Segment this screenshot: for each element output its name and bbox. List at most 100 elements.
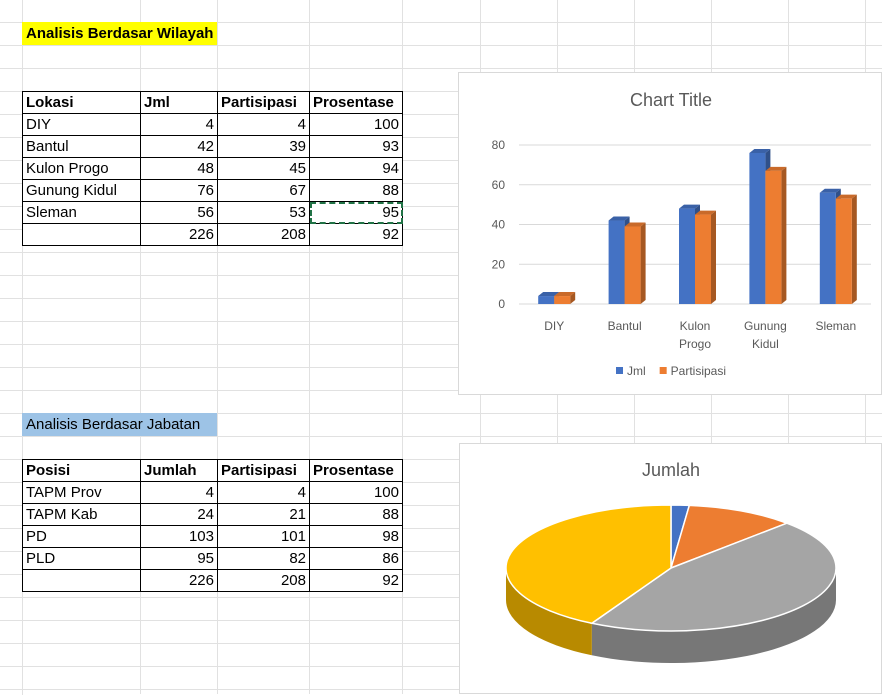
column-line: [217, 0, 218, 694]
cell[interactable]: Sleman: [22, 201, 141, 224]
cell[interactable]: 4: [140, 113, 218, 136]
cell[interactable]: 226: [140, 223, 218, 246]
cell[interactable]: 92: [309, 569, 403, 592]
data-row: DIY 4 4 100: [22, 113, 403, 136]
bar: [679, 208, 695, 304]
bar: [835, 198, 852, 304]
cell[interactable]: 88: [309, 503, 403, 526]
bar-side: [640, 222, 646, 304]
cell[interactable]: TAPM Prov: [22, 481, 141, 504]
cell[interactable]: 39: [217, 135, 310, 158]
cell[interactable]: 4: [140, 481, 218, 504]
header-cell[interactable]: Jumlah: [140, 459, 218, 482]
legend-swatch: [659, 367, 667, 374]
data-table: Posisi Jumlah Partisipasi Prosentase TAPM Pr…: [22, 459, 403, 592]
column-line: [140, 0, 141, 694]
cell[interactable]: 76: [140, 179, 218, 202]
bar-top: [538, 292, 560, 297]
cell[interactable]: 24: [140, 503, 218, 526]
cell[interactable]: Gunung Kidul: [22, 179, 141, 202]
header-cell[interactable]: Partisipasi: [217, 91, 310, 114]
cell[interactable]: PLD: [22, 547, 141, 570]
cell[interactable]: 208: [217, 223, 310, 246]
cell[interactable]: 56: [140, 201, 218, 224]
cell[interactable]: PD: [22, 525, 141, 548]
cell[interactable]: 45: [217, 157, 310, 180]
bar: [624, 226, 641, 304]
header-cell[interactable]: Jml: [140, 91, 218, 114]
data-row: Bantul 42 39 93: [22, 135, 403, 158]
cell[interactable]: 93: [309, 135, 403, 158]
cell[interactable]: 86: [309, 547, 403, 570]
data-row: PD 103 101 98: [22, 525, 403, 548]
bar-top: [835, 194, 857, 199]
bar: [819, 192, 836, 304]
header-cell[interactable]: Prosentase: [309, 91, 403, 114]
chart-title: Jumlah: [642, 460, 700, 480]
cell[interactable]: [22, 569, 141, 592]
cell[interactable]: Bantul: [22, 135, 141, 158]
data-row: Sleman 56 53 95: [22, 201, 403, 224]
y-tick-label: 0: [498, 297, 505, 311]
bar-top: [679, 204, 700, 209]
data-row: TAPM Prov 4 4 100: [22, 481, 403, 504]
header-cell[interactable]: Partisipasi: [217, 459, 310, 482]
bar: [695, 214, 711, 304]
cell[interactable]: [22, 223, 141, 246]
cell[interactable]: 95: [309, 201, 403, 224]
cell[interactable]: 92: [309, 223, 403, 246]
bar-top: [765, 166, 787, 171]
bar-top: [749, 148, 771, 153]
cell[interactable]: 100: [309, 113, 403, 136]
bar-side: [851, 194, 857, 304]
cell[interactable]: 4: [217, 481, 310, 504]
chart-title: Chart Title: [630, 90, 712, 110]
cell[interactable]: 48: [140, 157, 218, 180]
cell[interactable]: 95: [140, 547, 218, 570]
cell[interactable]: 67: [217, 179, 310, 202]
cell[interactable]: 53: [217, 201, 310, 224]
legend-label: Jml: [627, 364, 646, 378]
column-line: [402, 0, 403, 694]
bar-top: [608, 216, 630, 221]
chart-area[interactable]: Jumlah: [459, 443, 882, 694]
data-table: Lokasi Jml Partisipasi Prosentase DIY 4 4 100 Ba…: [22, 91, 403, 246]
chart-area[interactable]: Chart Title 0 20 40 60 80 DIY Bantul Kulon Progo G…: [458, 72, 882, 395]
data-row: Kulon Progo 48 45 94: [22, 157, 403, 180]
cell[interactable]: 98: [309, 525, 403, 548]
cell[interactable]: TAPM Kab: [22, 503, 141, 526]
pie-side: [506, 568, 592, 656]
cell[interactable]: DIY: [22, 113, 141, 136]
bar-top: [695, 210, 716, 215]
section-title[interactable]: Analisis Berdasar Jabatan: [22, 413, 217, 436]
cell[interactable]: 103: [140, 525, 218, 548]
pie-slice: [589, 522, 837, 632]
bar: [554, 296, 571, 304]
header-cell[interactable]: Posisi: [22, 459, 141, 482]
bar-chart: Chart Title 0 20 40 60 80 DIY Bantul Kulon Progo G…: [492, 90, 871, 378]
cell[interactable]: 208: [217, 569, 310, 592]
header-cell[interactable]: Prosentase: [309, 459, 403, 482]
cell[interactable]: 226: [140, 569, 218, 592]
cell[interactable]: 21: [217, 503, 310, 526]
cell[interactable]: 42: [140, 135, 218, 158]
legend-label: Partisipasi: [671, 364, 726, 378]
header-cell[interactable]: Lokasi: [22, 91, 141, 114]
bar-top: [554, 292, 576, 297]
data-row: TAPM Kab 24 21 88: [22, 503, 403, 526]
bar-side: [570, 292, 576, 304]
y-tick-label: 20: [492, 257, 506, 271]
cell[interactable]: 82: [217, 547, 310, 570]
section-title[interactable]: Analisis Berdasar Wilayah: [22, 22, 217, 45]
data-row: Gunung Kidul 76 67 88: [22, 179, 403, 202]
pie-side: [591, 568, 836, 663]
bar: [749, 152, 766, 304]
cell[interactable]: 94: [309, 157, 403, 180]
legend-swatch: [616, 367, 623, 374]
cell[interactable]: 101: [217, 525, 310, 548]
cell[interactable]: 88: [309, 179, 403, 202]
cell[interactable]: 100: [309, 481, 403, 504]
cell[interactable]: Kulon Progo: [22, 157, 141, 180]
cell[interactable]: 4: [217, 113, 310, 136]
header-row: Lokasi Jml Partisipasi Prosentase: [22, 91, 403, 114]
